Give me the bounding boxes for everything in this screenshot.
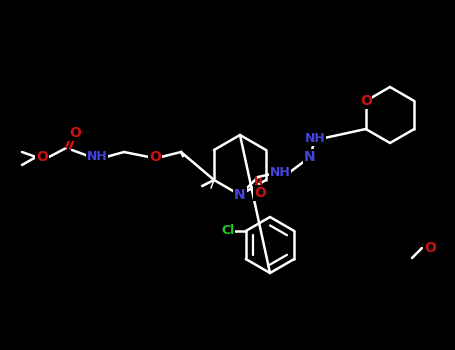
Text: N: N [234, 188, 246, 202]
Text: N: N [304, 150, 316, 164]
Text: O: O [36, 150, 48, 164]
Text: NH: NH [86, 150, 107, 163]
Text: Cl: Cl [221, 224, 234, 238]
Text: NH: NH [305, 133, 325, 146]
Text: O: O [424, 241, 436, 255]
Text: O: O [254, 186, 266, 200]
Text: O: O [69, 126, 81, 140]
Text: O: O [149, 150, 161, 164]
Text: O: O [360, 94, 372, 108]
Text: NH: NH [270, 166, 290, 178]
